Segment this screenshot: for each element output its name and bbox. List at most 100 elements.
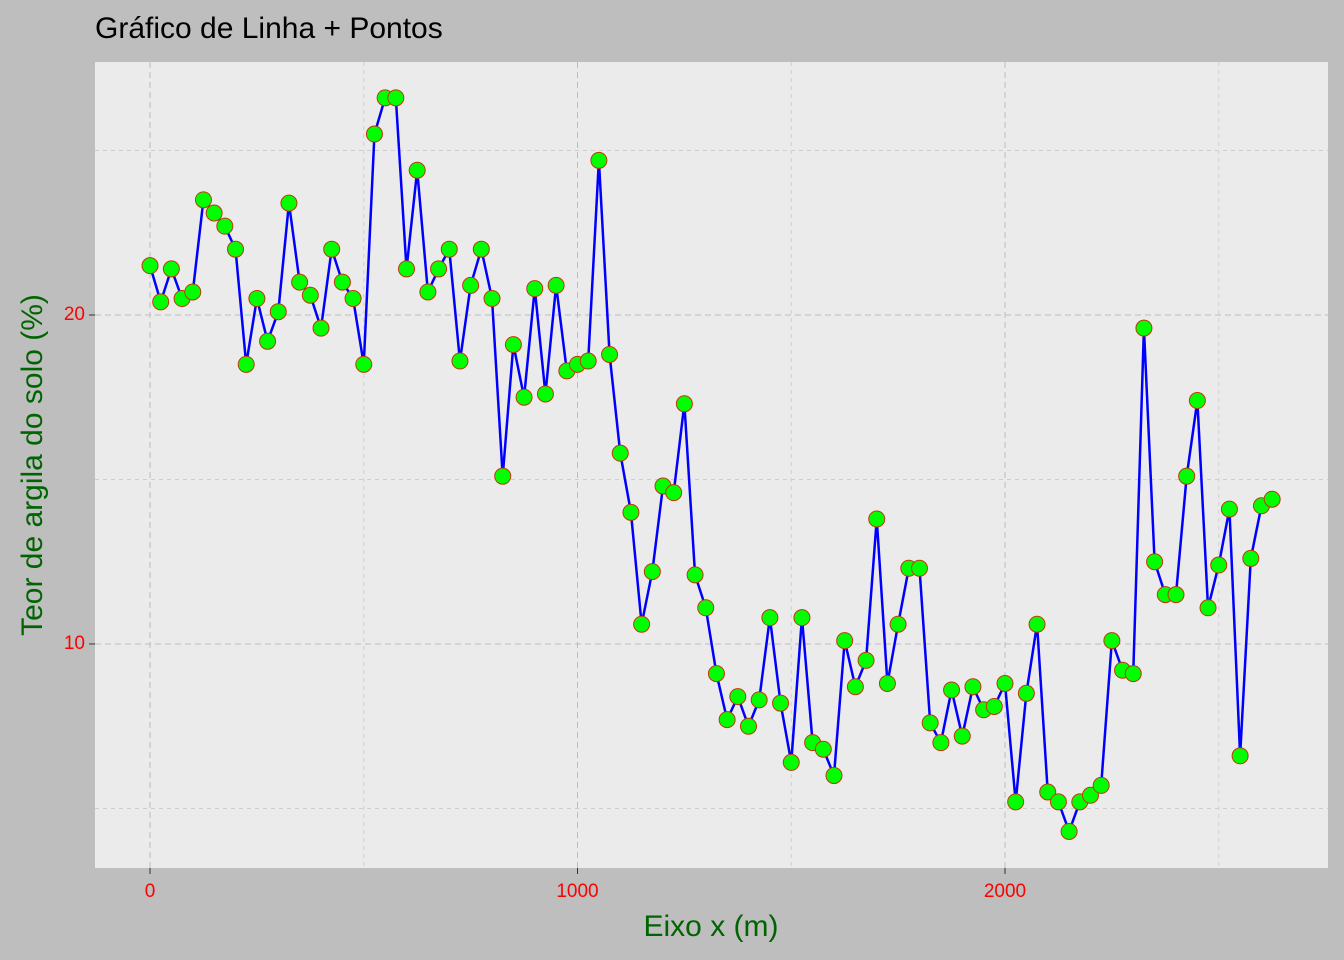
data-point [1028,615,1046,633]
data-point [515,388,533,406]
data-point [889,615,907,633]
data-point [355,355,373,373]
data-point [814,740,832,758]
x-tick-label: 2000 [984,881,1026,902]
data-point [1135,319,1153,337]
data-point [451,352,469,370]
data-point [408,161,426,179]
data-point [665,484,683,502]
data-point [547,276,565,294]
data-point [964,678,982,696]
data-point [1263,490,1281,508]
y-tick-label: 10 [64,633,85,654]
x-tick-label: 0 [145,881,156,902]
data-point [579,352,597,370]
data-point [910,559,928,577]
data-point [162,260,180,278]
data-point [943,681,961,699]
data-point [344,290,362,308]
data-point [996,674,1014,692]
data-point [1039,783,1057,801]
data-point [1167,586,1185,604]
data-point [194,191,212,209]
data-point [216,217,234,235]
data-point [387,89,405,107]
data-point [782,753,800,771]
data-point [1199,599,1217,617]
x-axis-label: Eixo x (m) [644,910,779,943]
data-point [280,194,298,212]
data-point [526,280,544,298]
data-point [259,332,277,350]
data-point [697,599,715,617]
data-point [141,257,159,275]
data-point [675,395,693,413]
data-point [1103,632,1121,650]
data-point [857,651,875,669]
data-point [1124,665,1142,683]
data-point [398,260,416,278]
data-point [237,355,255,373]
data-point [1060,822,1078,840]
data-point [793,609,811,627]
data-point [419,283,437,301]
data-point [248,290,266,308]
data-point [1242,549,1260,567]
data-point [301,286,319,304]
data-point [825,767,843,785]
data-point [718,711,736,729]
data-point [772,694,790,712]
data-point [953,727,971,745]
data-point [1210,556,1228,574]
data-point [1092,776,1110,794]
data-point [1178,467,1196,485]
data-point [323,240,341,258]
chart-title: Gráfico de Linha + Pontos [95,12,443,45]
data-point [707,665,725,683]
data-point [590,151,608,169]
y-tick-label: 20 [64,304,85,325]
data-point [633,615,651,633]
data-point [761,609,779,627]
data-point [836,632,854,650]
data-point [227,240,245,258]
data-point [291,273,309,291]
data-point [686,566,704,584]
x-tick-label: 1000 [556,881,598,902]
data-point [985,697,1003,715]
data-point [729,688,747,706]
data-point [483,290,501,308]
data-point [1146,553,1164,571]
data-point [1049,793,1067,811]
data-point [1007,793,1025,811]
panel [95,62,1328,868]
data-point [1188,392,1206,410]
data-point [611,444,629,462]
data-point [472,240,490,258]
data-point [846,678,864,696]
data-point [1081,786,1099,804]
data-point [184,283,202,301]
data-point [622,503,640,521]
data-point [739,717,757,735]
data-point [921,714,939,732]
data-point [536,385,554,403]
data-point [1231,747,1249,765]
data-point [868,510,886,528]
data-point [312,319,330,337]
data-point [430,260,448,278]
data-point [750,691,768,709]
data-point [365,125,383,143]
data-point [205,204,223,222]
data-point [462,276,480,294]
data-point [1017,684,1035,702]
data-point [878,674,896,692]
data-point [152,293,170,311]
data-point [440,240,458,258]
data-point [1220,500,1238,518]
data-point [601,345,619,363]
y-axis-label: Teor de argila do solo (%) [16,294,49,636]
data-point [269,303,287,321]
data-point [333,273,351,291]
